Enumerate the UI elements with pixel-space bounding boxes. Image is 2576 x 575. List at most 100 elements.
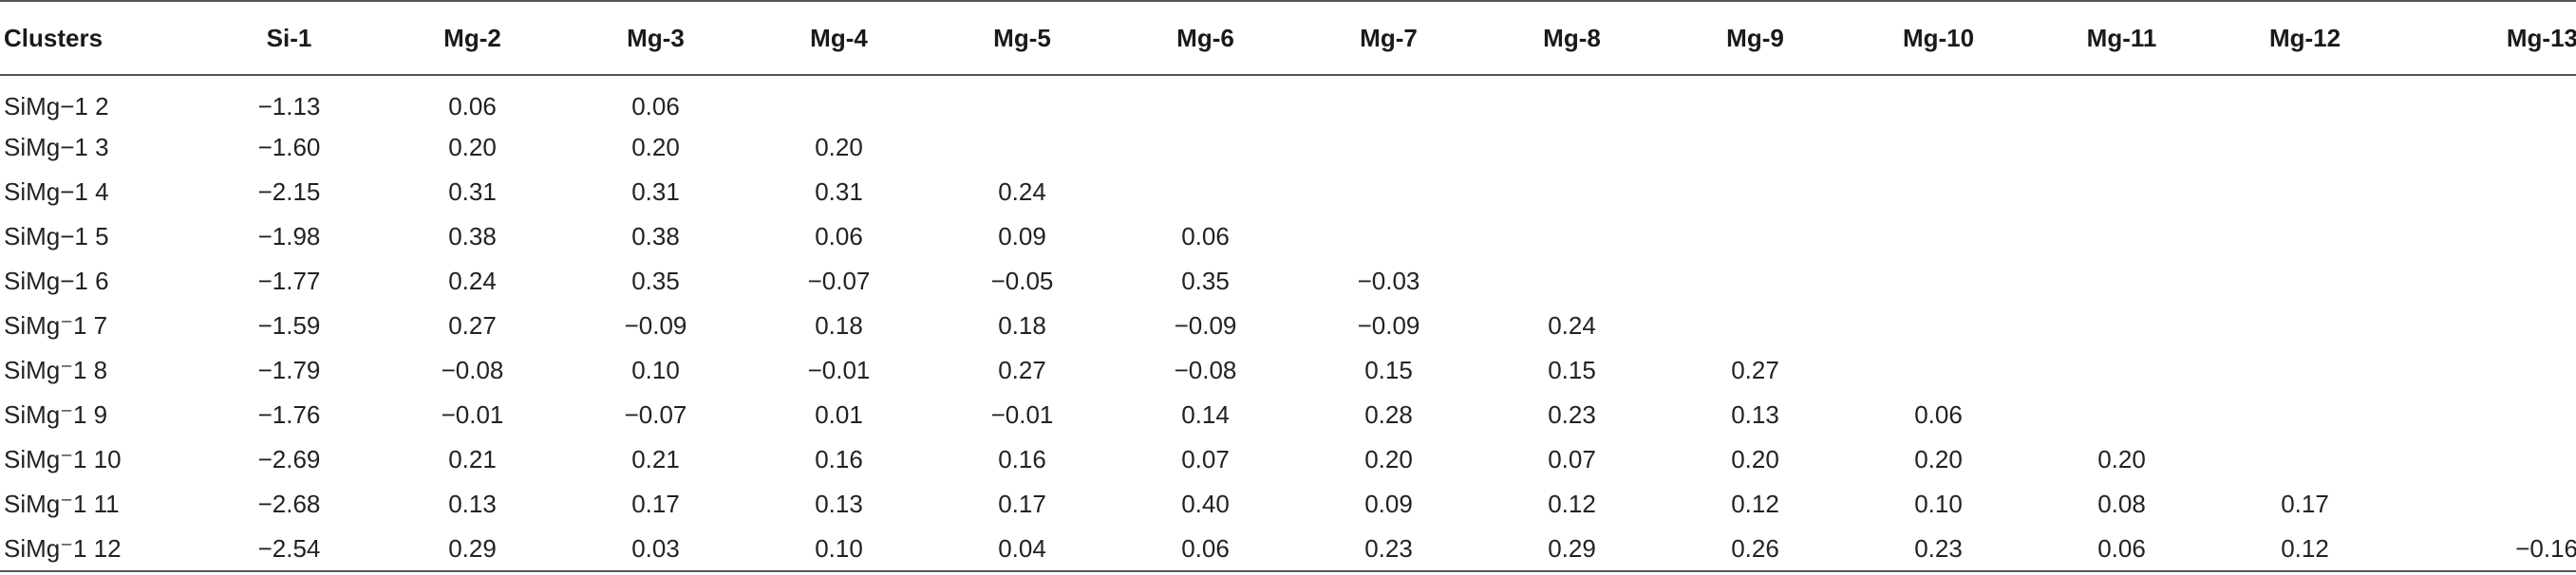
table-cell [2030,170,2213,214]
table-cell [931,75,1114,125]
table-cell: 0.06 [1914,400,1963,429]
table-cell: 0.38 [631,222,680,250]
table-cell [1664,75,1847,125]
table-cell [2397,393,2576,437]
table-cell: 0.38 [448,222,497,250]
table-cell: −0.07 [624,400,687,429]
row-label: SiMg⁻1 10 [4,445,122,473]
table-cell: 0.18 [998,311,1046,340]
row-label: SiMg⁻1 9 [4,400,108,429]
table-cell: 0.18 [815,311,863,340]
column-header: Mg-9 [1664,0,1847,76]
row-label: SiMg−1 4 [4,177,109,206]
table-cell [1847,125,2030,170]
table-cell: 0.12 [1731,490,1779,518]
table-cell [2030,304,2213,348]
table-cell [1480,259,1664,304]
table-cell: 0.06 [448,92,497,121]
table-cell [2397,437,2576,482]
table-cell [1114,125,1297,170]
table-row: SiMg−1 5 −1.98 0.38 0.38 0.06 0.09 0.06 [0,214,2576,259]
table-cell [1847,304,2030,348]
header-row: Clusters Si-1 Mg-2 Mg-3 Mg-4 Mg-5 Mg-6 Mg-7 Mg-8… [0,0,2576,76]
table-cell: −0.05 [990,267,1054,295]
table-cell [1664,125,1847,170]
table-row: SiMg−1 3 −1.60 0.20 0.20 0.20 [0,125,2576,170]
table-cell [1480,170,1664,214]
table-cell: −1.59 [257,311,321,340]
table-cell [2213,348,2397,393]
table-cell: 0.16 [998,445,1046,473]
table-cell: 0.06 [815,222,863,250]
table-row: SiMg⁻1 11 −2.68 0.13 0.17 0.13 0.17 0.40 0.09 0.… [0,482,2576,527]
table-header: Clusters Si-1 Mg-2 Mg-3 Mg-4 Mg-5 Mg-6 Mg-7 Mg-8… [0,0,2576,76]
table-cell: −1.13 [257,92,321,121]
table-cell [1297,125,1480,170]
table-cell: 0.27 [448,311,497,340]
table-cell [2213,170,2397,214]
table-cell: 0.13 [448,490,497,518]
table-cell: 0.29 [1480,527,1664,572]
table-cell: 0.08 [2097,490,2146,518]
table-cell: 0.06 [631,92,680,121]
table-cell: 0.13 [1731,400,1779,429]
column-header: Mg-11 [2030,0,2213,76]
column-header: Clusters [0,0,197,76]
table-cell: 0.40 [1181,490,1230,518]
table-cell [2030,75,2213,125]
table-cell: 0.35 [1181,267,1230,295]
row-label: SiMg⁻1 8 [4,356,108,384]
row-label: SiMg−1 5 [4,222,109,250]
table-cell: 0.13 [815,490,863,518]
table-cell [2030,259,2213,304]
table-row: SiMg⁻1 12 −2.54 0.29 0.03 0.10 0.04 0.06 0.23 0.… [0,527,2576,572]
table-cell [2213,393,2397,437]
table-cell [931,125,1114,170]
row-label: SiMg⁻1 7 [4,311,108,340]
table-cell: −1.60 [257,133,321,161]
table-cell [2030,348,2213,393]
table-cell: 0.20 [631,133,680,161]
column-header: Mg-12 [2213,0,2397,76]
table-cell: 0.23 [1297,527,1480,572]
table-cell: 0.12 [2213,527,2397,572]
table-cell: 0.06 [1181,222,1230,250]
table-cell [2397,259,2576,304]
table-cell: 0.10 [631,356,680,384]
column-header: Si-1 [197,0,381,76]
table-cell: 0.20 [815,133,863,161]
table-cell: 0.21 [448,445,497,473]
table-cell: 0.24 [448,267,497,295]
table-cell: 0.21 [631,445,680,473]
table-cell [1847,75,2030,125]
table-cell: 0.03 [564,527,747,572]
table-cell: 0.31 [815,177,863,206]
column-header: Mg-5 [931,0,1114,76]
table-cell [2397,170,2576,214]
table-cell: −0.01 [990,400,1054,429]
row-label: SiMg−1 6 [4,267,109,295]
column-header: Mg-10 [1847,0,2030,76]
table-cell: 0.10 [1914,490,1963,518]
table-row: SiMg−1 2 −1.13 0.06 0.06 [0,75,2576,125]
column-header: Mg-7 [1297,0,1480,76]
table-cell [1480,214,1664,259]
table-cell: 0.04 [931,527,1114,572]
table-cell: 0.20 [1364,445,1413,473]
table-cell: −1.98 [257,222,321,250]
table-cell: 0.15 [1364,356,1413,384]
table-cell: −2.68 [257,490,321,518]
table-cell [2213,125,2397,170]
table-cell [1114,170,1297,214]
table-cell [1847,214,2030,259]
table-cell: −2.69 [257,445,321,473]
table-cell [1664,214,1847,259]
table-cell [1480,125,1664,170]
table-cell: 0.20 [1731,445,1779,473]
table-cell: −1.76 [257,400,321,429]
table-cell: −0.16 [2397,527,2576,572]
table-cell [747,75,931,125]
table-row: SiMg−1 6 −1.77 0.24 0.35 −0.07 −0.05 0.35 −0.03 [0,259,2576,304]
table-cell: −2.54 [197,527,381,572]
